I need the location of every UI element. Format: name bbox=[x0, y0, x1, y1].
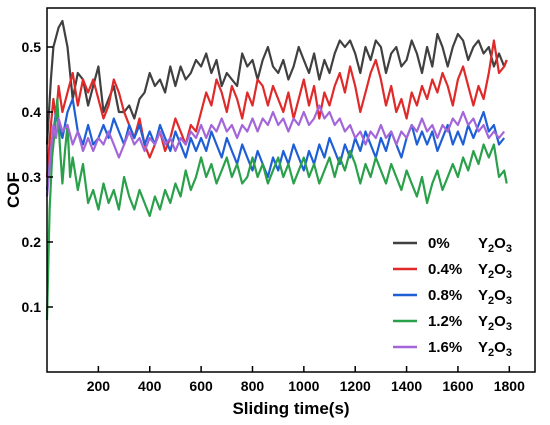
legend-compound-3: Y2O3 bbox=[478, 313, 512, 333]
y-tick-label: 0.3 bbox=[22, 169, 42, 185]
legend-compound-0: Y2O3 bbox=[478, 235, 512, 255]
series-line-2 bbox=[45, 97, 506, 191]
y-tick-label: 0.1 bbox=[22, 299, 42, 315]
x-tick-label: 1400 bbox=[391, 378, 422, 394]
x-tick-label: 800 bbox=[241, 378, 265, 394]
y-tick-label: 0.4 bbox=[22, 104, 42, 120]
plot-frame bbox=[46, 7, 536, 373]
legend-label-1: 0.4% bbox=[428, 261, 462, 278]
x-tick-label: 400 bbox=[138, 378, 162, 394]
series-line-4 bbox=[45, 104, 506, 197]
legend-label-0: 0% bbox=[428, 235, 450, 252]
x-tick-label: 1000 bbox=[288, 378, 319, 394]
y-tick-label: 0.5 bbox=[22, 39, 42, 55]
y-axis-title: COF bbox=[4, 172, 23, 208]
legend-label-4: 1.6% bbox=[428, 339, 462, 356]
legend-compound-1: Y2O3 bbox=[478, 261, 512, 281]
y-tick-label: 0.2 bbox=[22, 234, 42, 250]
series-line-1 bbox=[45, 39, 508, 178]
x-axis-title: Sliding time(s) bbox=[232, 399, 349, 418]
x-tick-label: 1800 bbox=[494, 378, 525, 394]
legend-label-2: 0.8% bbox=[428, 287, 462, 304]
legend-compound-4: Y2O3 bbox=[478, 339, 512, 359]
series-line-3 bbox=[45, 97, 508, 321]
legend-compound-2: Y2O3 bbox=[478, 287, 512, 307]
legend-label-3: 1.2% bbox=[428, 313, 462, 330]
series-line-0 bbox=[45, 19, 508, 145]
x-tick-label: 200 bbox=[87, 378, 111, 394]
y-axis: 0.1 0.2 0.3 0.4 0.5 bbox=[22, 39, 53, 315]
x-tick-label: 1600 bbox=[442, 378, 473, 394]
x-tick-label: 600 bbox=[189, 378, 213, 394]
x-tick-label: 1200 bbox=[340, 378, 371, 394]
series-lines bbox=[45, 19, 508, 321]
x-axis: 200 400 600 800 1000 1200 1400 1600 1800 bbox=[87, 366, 525, 394]
legend: 0% Y2O3 0.4% Y2O3 0.8% Y2O3 1.2% Y2O3 1.6% Y2O3 bbox=[393, 235, 512, 359]
